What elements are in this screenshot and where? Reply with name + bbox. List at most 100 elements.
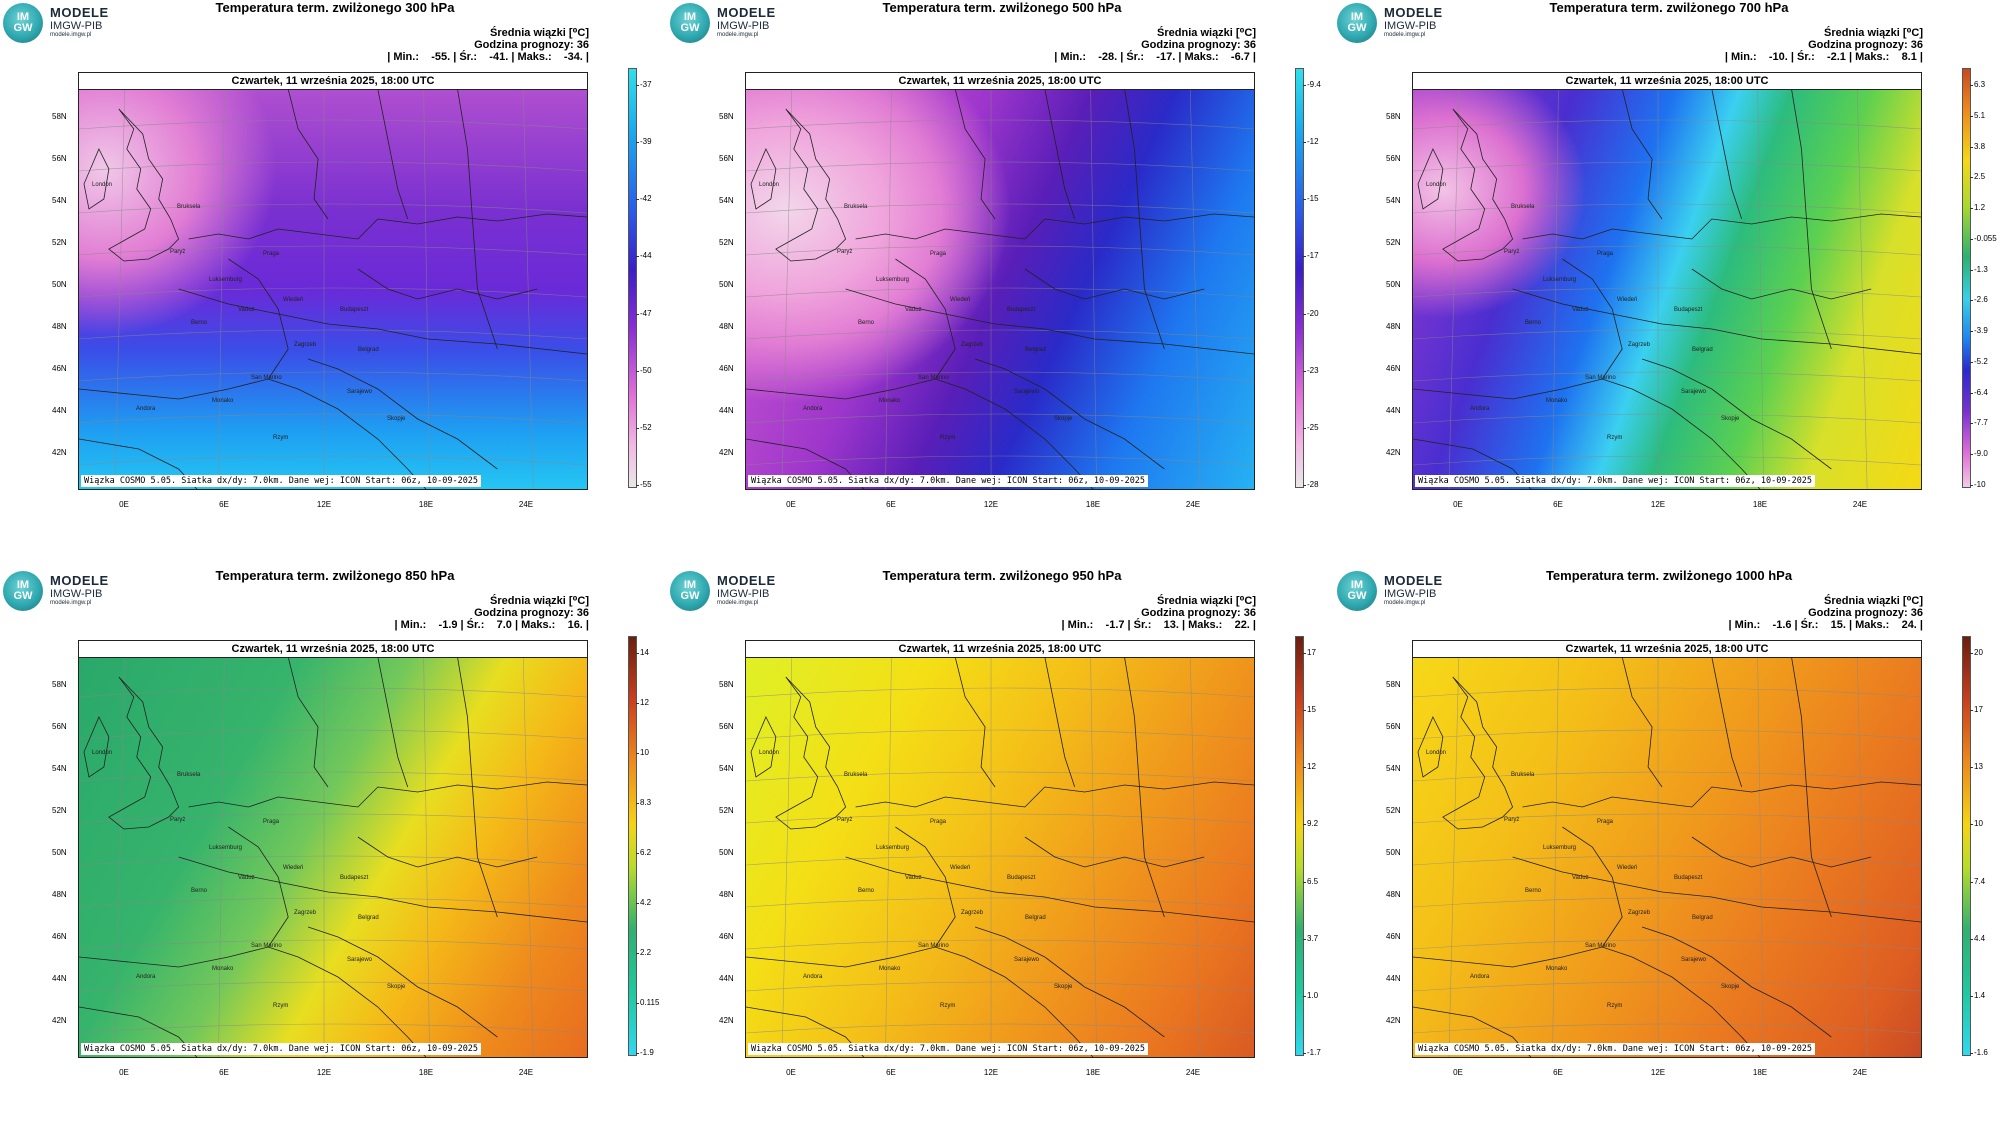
lon-label: 0E	[1453, 500, 1463, 509]
city-label: Sarajewo	[347, 957, 372, 963]
city-label: Luksemburg	[876, 277, 909, 283]
colorbar-tick: -47	[640, 309, 652, 318]
logo-name: MODELE	[50, 5, 109, 20]
logo-url: modele.imgw.pl	[50, 32, 109, 38]
city-label: Wiedeń	[283, 865, 303, 871]
lat-label: 46N	[52, 364, 67, 373]
colorbar-tick: 6.3	[1974, 80, 1985, 89]
lat-label: 42N	[52, 448, 67, 457]
lat-label: 48N	[52, 890, 67, 899]
colorbar-tick: -25	[1307, 423, 1319, 432]
lat-label: 54N	[719, 196, 734, 205]
city-label: Rzym	[940, 435, 955, 441]
lat-label: 42N	[1386, 1016, 1401, 1025]
city-label: Praga	[930, 819, 946, 825]
lat-label: 50N	[1386, 280, 1401, 289]
city-label: Rzym	[273, 1003, 288, 1009]
colorbar-tick: -23	[1307, 366, 1319, 375]
colorbar-tick: 6.2	[640, 848, 651, 857]
colorbar-tick: -6.4	[1974, 388, 1988, 397]
map-date: Czwartek, 11 września 2025, 18:00 UTC	[746, 641, 1254, 658]
lat-label: 56N	[1386, 154, 1401, 163]
lat-label: 48N	[719, 322, 734, 331]
colorbar-tick: -44	[640, 251, 652, 260]
colorbar-tick: -5.2	[1974, 357, 1988, 366]
lat-label: 56N	[1386, 722, 1401, 731]
city-label: San Marino	[918, 375, 949, 381]
lon-label: 18E	[1086, 1068, 1100, 1077]
map-panel: IM GW MODELE IMGW-PIB modele.imgw.pl Tempera…	[1334, 0, 2000, 568]
colorbar-tick: 13	[1974, 762, 1983, 771]
lat-label: 58N	[52, 112, 67, 121]
lon-label: 18E	[1753, 1068, 1767, 1077]
lat-label: 50N	[52, 848, 67, 857]
city-label: Wiedeń	[950, 865, 970, 871]
colorbar-tick: 0.115	[640, 998, 659, 1007]
lat-label: 48N	[52, 322, 67, 331]
imgw-logo-icon: IM GW	[1337, 3, 1377, 43]
city-label: Rzym	[273, 435, 288, 441]
lon-label: 24E	[519, 1068, 533, 1077]
panel-title: Temperatura term. zwilżonego 1000 hPa	[1484, 568, 1854, 583]
lon-label: 18E	[419, 500, 433, 509]
city-label: Bruksela	[177, 204, 200, 210]
city-label: Budapeszt	[1007, 875, 1035, 881]
imgw-logo: IM GW MODELE IMGW-PIB modele.imgw.pl	[670, 571, 820, 613]
city-label: Berno	[1525, 888, 1541, 894]
city-label: Monako	[879, 398, 900, 404]
city-label: Luksemburg	[1543, 845, 1576, 851]
map-overlay	[1413, 89, 1921, 490]
map-panel: IM GW MODELE IMGW-PIB modele.imgw.pl Tempera…	[0, 0, 667, 568]
logo-circle-text: IM GW	[14, 12, 33, 34]
lat-label: 58N	[719, 680, 734, 689]
map-frame: Czwartek, 11 września 2025, 18:00 UTC Lon…	[78, 72, 588, 490]
legend-title: Średnia wiązki [⁰C]	[387, 27, 589, 39]
logo-sub: IMGW-PIB	[50, 20, 109, 32]
colorbar-tick: 5.1	[1974, 111, 1985, 120]
logo-circle-text: IM GW	[1348, 580, 1367, 602]
lat-label: 46N	[52, 932, 67, 941]
city-label: Paryż	[1504, 249, 1519, 255]
logo-sub: IMGW-PIB	[717, 588, 776, 600]
lon-label: 18E	[1753, 500, 1767, 509]
lat-label: 52N	[719, 238, 734, 247]
logo-sub: IMGW-PIB	[1384, 20, 1443, 32]
city-label: Monako	[1546, 398, 1567, 404]
map-overlay	[79, 657, 587, 1058]
city-label: Budapeszt	[340, 875, 368, 881]
lat-label: 56N	[52, 722, 67, 731]
logo-circle-text: IM GW	[681, 580, 700, 602]
city-label: Wiedeń	[1617, 297, 1637, 303]
colorbar-tick: -0.055	[1974, 234, 1997, 243]
lon-label: 6E	[886, 500, 896, 509]
lat-label: 44N	[52, 406, 67, 415]
city-label: Vaduz	[238, 875, 255, 881]
lat-label: 44N	[719, 406, 734, 415]
logo-name: MODELE	[1384, 5, 1443, 20]
lat-label: 46N	[719, 932, 734, 941]
city-label: Praga	[263, 251, 279, 257]
lat-label: 52N	[1386, 238, 1401, 247]
stats-block: Średnia wiązki [⁰C] Godzina prognozy: 36 |…	[387, 27, 589, 63]
logo-sub: IMGW-PIB	[717, 20, 776, 32]
logo-sub: IMGW-PIB	[50, 588, 109, 600]
city-label: Skopje	[1054, 416, 1072, 422]
colorbar-tick: 1.2	[1974, 203, 1985, 212]
colorbar-tick: 17	[1974, 705, 1983, 714]
colorbar-tick: -1.6	[1974, 1048, 1988, 1057]
city-label: Bruksela	[1511, 772, 1534, 778]
colorbar-tick: 6.5	[1307, 877, 1318, 886]
city-label: Skopje	[1054, 984, 1072, 990]
logo-url: modele.imgw.pl	[1384, 32, 1443, 38]
lat-label: 44N	[1386, 406, 1401, 415]
city-label: Sarajewo	[1681, 389, 1706, 395]
panel-title: Temperatura term. zwilżonego 850 hPa	[150, 568, 520, 583]
imgw-logo: IM GW MODELE IMGW-PIB modele.imgw.pl	[670, 3, 820, 45]
lon-label: 24E	[1186, 500, 1200, 509]
lon-label: 24E	[519, 500, 533, 509]
colorbar-tick: 17	[1307, 648, 1316, 657]
model-footer: Wiązka COSMO 5.05. Siatka dx/dy: 7.0km. …	[748, 1043, 1148, 1055]
panel-title: Temperatura term. zwilżonego 700 hPa	[1484, 0, 1854, 15]
lon-label: 12E	[1651, 1068, 1665, 1077]
city-label: San Marino	[251, 943, 282, 949]
